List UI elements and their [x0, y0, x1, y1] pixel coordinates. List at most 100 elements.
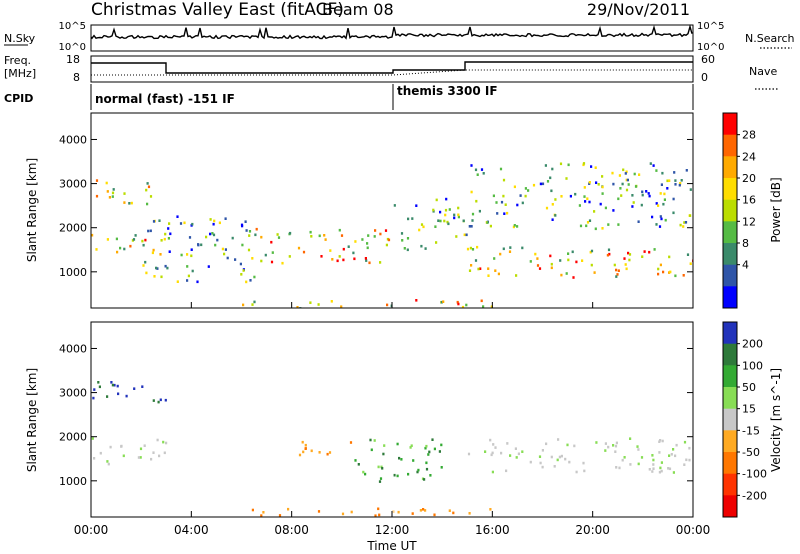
- colorbar-tick-label: 8: [742, 237, 749, 250]
- echo-cell: [328, 451, 332, 454]
- echo-cell: [442, 300, 445, 303]
- echo-cell: [207, 265, 210, 268]
- echo-cell: [512, 225, 515, 229]
- echo-cell: [438, 450, 441, 453]
- echo-cell: [302, 250, 306, 254]
- echo-cell: [166, 266, 169, 270]
- echo-cell: [377, 465, 380, 469]
- echo-cell: [226, 256, 229, 260]
- echo-cell: [662, 270, 665, 274]
- echo-cell: [456, 300, 459, 304]
- echo-cell: [668, 179, 671, 182]
- echo-cell: [470, 225, 473, 228]
- echo-cell: [586, 197, 589, 200]
- echo-cell: [255, 227, 258, 231]
- echo-cell: [659, 192, 662, 195]
- echo-cell: [240, 273, 243, 276]
- echo-cell: [401, 239, 404, 242]
- echo-cell: [560, 273, 563, 277]
- echo-cell: [617, 197, 620, 201]
- echo-cell: [590, 249, 594, 253]
- echo-cell: [569, 194, 572, 198]
- echo-cell: [310, 449, 313, 453]
- echo-cell: [559, 162, 563, 166]
- echo-cell: [513, 224, 516, 227]
- echo-cell: [668, 467, 672, 471]
- echo-cell: [353, 257, 356, 261]
- echo-cell: [440, 443, 443, 447]
- echo-cell: [197, 243, 200, 246]
- echo-cell: [573, 444, 576, 448]
- echo-cell: [439, 210, 442, 214]
- echo-cell: [484, 450, 487, 453]
- echo-cell: [494, 269, 497, 272]
- echo-cell: [213, 219, 216, 223]
- echo-cell: [601, 175, 604, 178]
- echo-cell: [158, 219, 161, 222]
- colorbar-segment: [723, 430, 737, 453]
- nave-tick-top: 60: [701, 53, 715, 66]
- echo-cell: [386, 303, 389, 307]
- echo-cell: [652, 463, 655, 466]
- echo-cell: [106, 395, 109, 398]
- echo-cell: [517, 452, 520, 456]
- echo-cell: [277, 236, 281, 239]
- echo-cell: [604, 206, 607, 210]
- colorbar-tick-label: -200: [742, 489, 767, 502]
- echo-cell: [398, 456, 401, 460]
- echo-cell: [393, 204, 396, 207]
- echo-cell: [424, 247, 427, 250]
- echo-cell: [411, 217, 414, 220]
- echo-cell: [477, 267, 480, 271]
- echo-cell: [369, 438, 372, 442]
- echo-cell: [457, 213, 460, 217]
- echo-cell: [188, 236, 192, 239]
- echo-cell: [493, 257, 496, 260]
- echo-cell: [474, 168, 478, 172]
- power-panel: 1000 2000 3000 4000 Slant Range [km] 28 24 20…: [25, 112, 783, 309]
- echo-cell: [657, 204, 660, 207]
- echo-cell: [260, 259, 263, 263]
- echo-cell: [125, 394, 128, 398]
- echo-cell: [582, 461, 585, 465]
- echo-cell: [270, 240, 273, 244]
- echo-cell: [471, 248, 475, 251]
- cpid-segment-1: normal (fast) -151 IF: [95, 92, 235, 106]
- beam-label: Beam 08: [322, 0, 394, 19]
- echo-cell: [145, 271, 148, 275]
- echo-cell: [123, 192, 126, 195]
- echo-cell: [134, 234, 137, 237]
- echo-cell: [551, 167, 554, 171]
- echo-cell: [424, 509, 427, 512]
- echo-cell: [611, 171, 614, 175]
- echo-cell: [625, 178, 628, 182]
- echo-cell: [667, 467, 670, 470]
- echo-cell: [164, 232, 167, 236]
- echo-cell: [320, 255, 323, 258]
- echo-cell: [249, 279, 252, 282]
- echo-cell: [373, 235, 376, 238]
- echo-cell: [616, 273, 619, 276]
- echo-cell: [622, 168, 625, 172]
- colorbar-segment: [723, 343, 737, 366]
- echo-cell: [176, 280, 179, 283]
- echo-cell: [595, 181, 598, 184]
- echo-cell: [538, 267, 542, 270]
- echo-cell: [424, 446, 427, 450]
- echo-cell: [550, 266, 553, 270]
- echo-cell: [244, 220, 247, 223]
- echo-cell: [93, 457, 96, 460]
- echo-cell: [655, 169, 658, 172]
- echo-cell: [588, 219, 592, 222]
- echo-cell: [167, 237, 170, 240]
- echo-cell: [550, 262, 553, 266]
- freq-tick-bottom: 8: [73, 71, 80, 84]
- echo-cell: [165, 441, 168, 445]
- echo-cell: [496, 212, 499, 215]
- echo-cell: [647, 192, 650, 195]
- echo-cell: [581, 259, 584, 262]
- echo-cell: [370, 448, 373, 452]
- echo-cell: [98, 385, 101, 389]
- echo-cell: [634, 185, 638, 188]
- echo-cell: [367, 234, 370, 237]
